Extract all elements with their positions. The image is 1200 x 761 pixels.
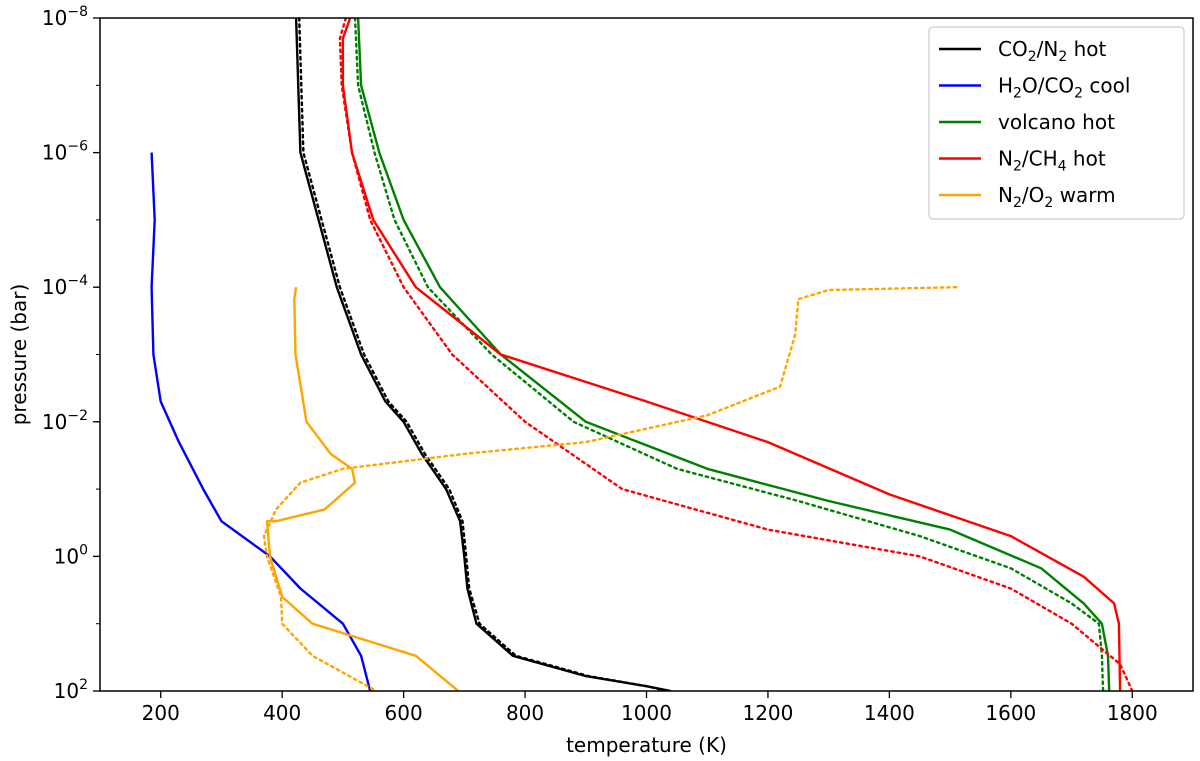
legend-entry-label: N2/O2 warm [998,183,1116,211]
legend-entry-label: CO2/N2 hot [998,37,1107,65]
series-line-4 [265,287,460,691]
y-axis: 10−8 10−6 10−4 10−2 100 102 [42,4,100,703]
x-tick-label: 1600 [985,701,1036,725]
series-line-0 [294,18,672,691]
y-tick-label: 10−2 [42,408,88,434]
y-tick-label: 10−6 [42,139,88,165]
legend-box [928,26,1185,220]
x-tick-label: 400 [263,701,301,725]
x-tick-label: 1200 [742,701,793,725]
y-tick-label: 10−4 [42,273,88,299]
series-line-dotted-2 [353,18,1105,691]
x-tick-label: 1400 [864,701,915,725]
x-tick-label: 1000 [621,701,672,725]
series-line-1 [150,152,372,691]
x-tick-label: 600 [385,701,423,725]
x-axis: 200 400 600 800 1000 1200 1400 1600 1800 [142,691,1158,725]
legend: CO2/N2 hot H2O/CO2 cool volcano hot N2/CH4 … [928,26,1185,220]
x-axis-label: temperature (K) [566,733,727,757]
series-line-2 [356,18,1111,691]
legend-entry-label: volcano hot [998,110,1115,134]
x-tick-label: 1800 [1107,701,1158,725]
legend-entry-label: H2O/CO2 cool [998,74,1130,102]
series-line-3 [341,18,1122,691]
y-tick-label: 100 [54,542,88,568]
y-tick-label: 102 [54,677,88,703]
x-tick-label: 800 [506,701,544,725]
legend-entry-label: N2/CH4 hot [998,147,1106,175]
series-layer [150,18,1134,691]
series-line-dotted-0 [298,18,669,691]
y-tick-label: 10−8 [42,4,88,30]
series-line-dotted-4 [262,286,958,691]
y-axis-label: pressure (bar) [7,284,31,426]
x-tick-label: 200 [142,701,180,725]
